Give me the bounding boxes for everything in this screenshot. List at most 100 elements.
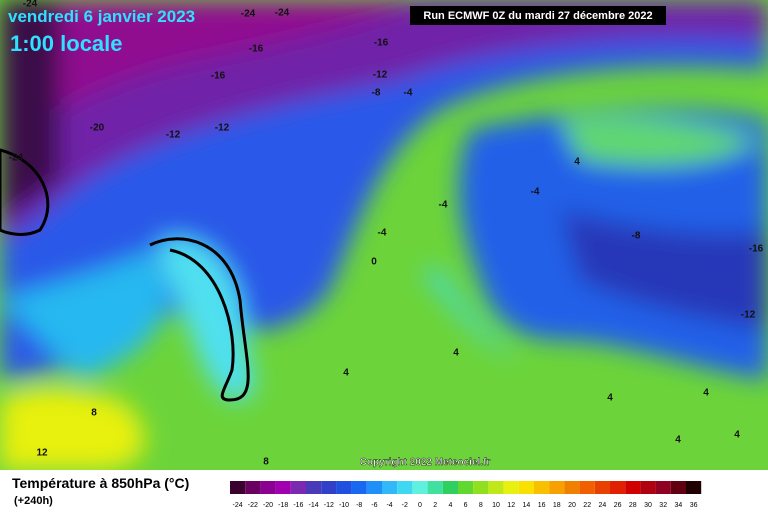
colorbar-cell: [625, 481, 641, 494]
colorbar-cell: [610, 481, 626, 494]
colorbar-cell: [412, 481, 428, 494]
contour-label: -12: [741, 310, 756, 321]
copyright: Copyright 2022 Meteociel.fr: [360, 457, 491, 468]
colorbar-cell: [458, 481, 474, 494]
colorbar-tick-label: -16: [293, 502, 303, 509]
colorbar-cell: [366, 481, 382, 494]
colorbar-cell: [488, 481, 504, 494]
colorbar-tick-label: 4: [448, 502, 452, 509]
colorbar-cell: [503, 481, 519, 494]
colorbar: -24 -22 -20 -18 -16 -14 -12 -10 -8 -6 -4 -2 0 2 4 6 8 10 1…: [230, 481, 702, 509]
contour-label: -24: [23, 0, 38, 10]
colorbar-tick-label: -4: [386, 502, 392, 509]
colorbar-tick-label: 20: [568, 502, 576, 509]
colorbar-tick-label: 0: [418, 502, 422, 509]
colorbar-tick-label: 28: [629, 502, 637, 509]
colorbar-cell: [518, 481, 534, 494]
colorbar-tick-label: 24: [599, 502, 607, 509]
contour-label: 12: [36, 448, 48, 459]
colorbar-cell: [397, 481, 413, 494]
contour-label: -12: [215, 123, 230, 134]
run-info: Run ECMWF 0Z du mardi 27 décembre 2022: [423, 10, 652, 22]
colorbar-tick-label: 26: [614, 502, 622, 509]
colorbar-tick-label: -10: [339, 502, 349, 509]
contour-label: 4: [453, 348, 459, 359]
contour-label: -24: [241, 9, 256, 20]
colorbar-cell: [382, 481, 398, 494]
colorbar-cell: [473, 481, 489, 494]
colorbar-cell: [230, 481, 246, 494]
contour-label: 4: [734, 430, 740, 441]
colorbar-cell: [686, 481, 702, 494]
contour-label: 4: [343, 368, 349, 379]
colorbar-tick-label: -14: [309, 502, 319, 509]
colorbar-tick-label: 6: [464, 502, 468, 509]
colorbar-cell: [640, 481, 656, 494]
legend-title: Température à 850hPa (°C): [12, 475, 189, 491]
contour-labels: -24 -24 -24 -16 -16 -16 -12 -8 -4 -20 -12 -12 -24 4 -4…: [9, 0, 764, 468]
colorbar-tick-label: 32: [659, 502, 667, 509]
colorbar-tick-label: 34: [675, 502, 683, 509]
contour-label: 0: [371, 257, 377, 268]
colorbar-tick-label: 30: [644, 502, 652, 509]
colorbar-cell: [564, 481, 580, 494]
colorbar-tick-label: 36: [690, 502, 698, 509]
contour-label: -4: [404, 88, 413, 99]
contour-label: 4: [574, 157, 580, 168]
contour-label: 4: [703, 388, 709, 399]
colorbar-cell: [275, 481, 291, 494]
colorbar-tick-label: 22: [583, 502, 591, 509]
colorbar-cell: [306, 481, 322, 494]
colorbar-tick-label: 8: [479, 502, 483, 509]
colorbar-tick-label: -20: [263, 502, 273, 509]
colorbar-cell: [321, 481, 337, 494]
contour-label: -8: [632, 231, 641, 242]
contour-label: -12: [166, 130, 181, 141]
colorbar-tick-label: -8: [356, 502, 362, 509]
colorbar-tick-label: -6: [371, 502, 377, 509]
colorbar-cell: [290, 481, 306, 494]
contour-label: -16: [374, 38, 389, 49]
colorbar-cell: [245, 481, 261, 494]
colorbar-tick-label: -18: [278, 502, 288, 509]
colorbar-tick-label: 16: [538, 502, 546, 509]
colorbar-cell: [442, 481, 458, 494]
colorbar-cell: [336, 481, 352, 494]
colorbar-tick-label: 10: [492, 502, 500, 509]
contour-label: -24: [275, 8, 290, 19]
contour-label: -4: [378, 228, 387, 239]
colorbar-cell: [549, 481, 565, 494]
contour-label: 4: [607, 393, 613, 404]
colorbar-tick-label: -2: [402, 502, 408, 509]
contour-label: -16: [249, 44, 264, 55]
legend-subtitle: (+240h): [14, 495, 53, 507]
contour-label: -16: [749, 244, 764, 255]
contour-label: 8: [91, 408, 97, 419]
colorbar-tick-label: 2: [433, 502, 437, 509]
colorbar-cell: [534, 481, 550, 494]
contour-label: -4: [439, 200, 448, 211]
colorbar-cell: [260, 481, 276, 494]
contour-label: 8: [263, 457, 269, 468]
colorbar-cell: [351, 481, 367, 494]
contour-label: -24: [9, 153, 24, 164]
contour-label: -16: [211, 71, 226, 82]
colorbar-tick-label: -24: [233, 502, 243, 509]
contour-label: -12: [373, 70, 388, 81]
run-box: [410, 6, 666, 25]
colorbar-tick-label: -22: [248, 502, 258, 509]
contour-label: -8: [372, 88, 381, 99]
forecast-date: vendredi 6 janvier 2023: [8, 7, 195, 26]
forecast-time: 1:00 locale: [10, 31, 123, 56]
contour-label: -20: [90, 123, 105, 134]
colorbar-cell: [655, 481, 671, 494]
colorbar-tick-label: 12: [507, 502, 515, 509]
colorbar-tick-label: 18: [553, 502, 561, 509]
colorbar-tick-label: -12: [324, 502, 334, 509]
colorbar-cell: [594, 481, 610, 494]
colorbar-cell: [579, 481, 595, 494]
colorbar-cell: [670, 481, 686, 494]
colorbar-cell: [427, 481, 443, 494]
colorbar-tick-label: 14: [523, 502, 531, 509]
